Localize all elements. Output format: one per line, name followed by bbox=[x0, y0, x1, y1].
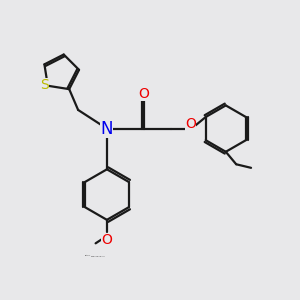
Text: S: S bbox=[40, 78, 49, 92]
Text: OMe bond line only: OMe bond line only bbox=[92, 256, 105, 257]
Text: O: O bbox=[185, 116, 196, 130]
Text: N: N bbox=[101, 120, 113, 138]
Text: methoxy: methoxy bbox=[85, 255, 91, 256]
Text: O: O bbox=[139, 87, 149, 101]
Text: O: O bbox=[101, 233, 112, 247]
